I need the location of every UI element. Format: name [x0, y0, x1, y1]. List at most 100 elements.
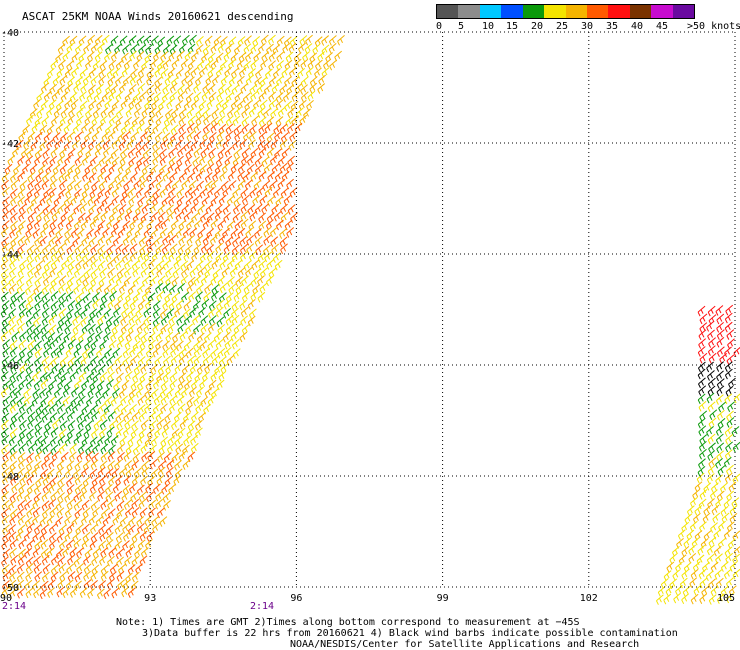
wind-barb-shaft	[150, 164, 159, 172]
wind-barb-flag	[145, 159, 149, 165]
wind-barb	[244, 179, 253, 191]
wind-barb-shaft	[227, 107, 235, 115]
wind-barb-flag	[225, 242, 229, 247]
wind-barb	[147, 292, 156, 304]
wind-barb-flag	[34, 186, 38, 191]
wind-barb	[142, 148, 151, 160]
wind-barb-flag	[195, 159, 199, 165]
wind-barb-shaft	[121, 187, 130, 195]
wind-barb-shaft	[258, 91, 267, 98]
wind-barb-shaft	[178, 108, 187, 116]
wind-barb-flag	[198, 174, 202, 179]
wind-barb-flag	[124, 175, 128, 180]
wind-barb	[66, 243, 75, 255]
wind-barb-flag	[60, 207, 64, 212]
wind-barb	[266, 212, 275, 223]
wind-barb	[318, 74, 327, 86]
wind-barb-flag	[40, 106, 44, 111]
wind-barb-flag	[256, 271, 260, 277]
wind-barb-shaft	[15, 139, 24, 147]
wind-barb-flag	[63, 129, 67, 134]
wind-barb-flag	[173, 41, 177, 47]
wind-barb-flag	[110, 302, 114, 307]
wind-barb-flag	[129, 225, 133, 230]
wind-barb-flag	[192, 310, 196, 316]
wind-barb-shaft	[179, 43, 187, 51]
wind-barb-flag	[18, 217, 22, 222]
wind-barb	[150, 58, 158, 70]
wind-barb-shaft	[268, 34, 276, 42]
wind-barb-flag	[119, 182, 122, 188]
wind-barb	[166, 35, 175, 47]
wind-barb	[91, 131, 100, 142]
wind-barb-flag	[103, 111, 107, 116]
wind-barb-shaft	[104, 172, 113, 179]
wind-barb-flag	[30, 146, 34, 151]
wind-barb-shaft	[287, 107, 296, 115]
wind-barb-flag	[198, 239, 202, 244]
wind-barb-flag	[118, 247, 122, 252]
wind-barb	[314, 67, 322, 79]
wind-barb-shaft	[120, 98, 129, 106]
wind-barb	[122, 235, 131, 246]
wind-barb-flag	[181, 111, 185, 117]
wind-barb-shaft	[137, 196, 146, 204]
wind-barb-flag	[114, 178, 118, 184]
wind-barb-shaft	[90, 155, 98, 163]
wind-barb-flag	[125, 134, 129, 140]
wind-barb-shaft	[133, 59, 141, 66]
wind-barb-flag	[122, 39, 126, 44]
wind-barb	[80, 83, 89, 94]
wind-barb-swaths	[0, 34, 740, 605]
wind-barb	[39, 140, 48, 151]
wind-barb	[59, 147, 67, 159]
wind-barb-flag	[162, 158, 166, 164]
wind-barb	[136, 75, 145, 86]
wind-barb-flag	[146, 90, 150, 96]
wind-barb-shaft	[112, 67, 121, 75]
wind-barb-flag	[98, 87, 102, 92]
wind-barb-flag	[95, 63, 99, 69]
wind-barb-flag	[124, 97, 128, 103]
wind-barb-shaft	[321, 44, 330, 52]
wind-barb	[178, 235, 187, 246]
wind-barb-flag	[301, 103, 305, 108]
wind-barb-flag	[141, 170, 145, 176]
wind-barb-flag	[177, 97, 181, 102]
wind-barb	[204, 35, 213, 47]
wind-barb	[210, 42, 219, 54]
wind-barb	[108, 90, 117, 102]
wind-barb-flag	[74, 49, 78, 54]
wind-barb-flag	[258, 71, 261, 77]
wind-barb-flag	[302, 57, 306, 62]
wind-barb-flag	[10, 185, 14, 191]
wind-barb-shaft	[230, 52, 239, 60]
wind-barb-shaft	[55, 52, 63, 60]
wind-barb	[34, 131, 43, 143]
wind-barb	[107, 258, 115, 270]
wind-barb-flag	[247, 38, 250, 44]
wind-barb-flag	[291, 82, 295, 87]
wind-barb-flag	[4, 183, 8, 188]
wind-barb-flag	[129, 231, 133, 236]
wind-barb-shaft	[215, 156, 224, 163]
wind-barb-shaft	[190, 203, 199, 210]
wind-barb-flag	[193, 249, 197, 255]
wind-barb-flag	[85, 262, 89, 267]
wind-barb	[98, 68, 107, 79]
wind-barb-flag	[193, 88, 197, 94]
wind-barb-flag	[216, 39, 220, 44]
wind-barb-shaft	[130, 68, 138, 76]
wind-barb-flag	[293, 58, 297, 63]
wind-barb-shaft	[93, 195, 102, 203]
wind-barb-shaft	[116, 179, 124, 186]
wind-barb-flag	[129, 249, 133, 254]
wind-barb	[104, 186, 113, 198]
wind-barb-shaft	[242, 171, 251, 179]
wind-barb-shaft	[224, 155, 233, 163]
wind-barb-shaft	[108, 179, 116, 187]
wind-barb-flag	[236, 151, 240, 157]
wind-barb-flag	[169, 142, 173, 147]
wind-barb-flag	[234, 87, 238, 93]
wind-barb	[130, 68, 138, 80]
